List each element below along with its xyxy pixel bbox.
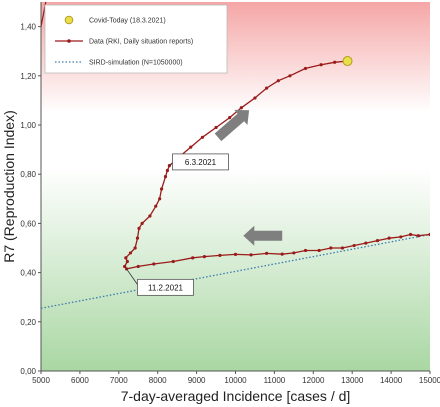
data-point [288,74,292,78]
data-point [140,221,144,225]
series-layer [41,2,430,309]
data-point [280,252,284,256]
data-point [319,63,323,67]
covid-today-marker [342,56,353,67]
x-tick-label: 12000 [302,376,325,385]
data-point [124,256,128,260]
data-point [200,135,205,139]
data-point [165,168,170,173]
trend-arrow [243,225,283,246]
data-point [416,234,420,238]
legend: Covid-Today (18.3.2021) Data (RKI, Daily … [44,4,228,74]
data-point [387,236,391,240]
x-tick-label: 13000 [341,376,364,385]
data-point [340,246,345,250]
data-point [218,253,222,257]
x-tick-label: 14000 [380,376,403,385]
data-point [303,66,308,71]
data-point [154,204,158,208]
data-point [191,256,195,260]
x-tick-label: 9000 [188,376,206,385]
data-point [265,251,269,256]
trend-arrow [214,109,250,142]
annotations-layer: 6.3.2021 11.2.2021 [126,109,283,296]
x-tick-label: 15000 [419,376,440,385]
y-tick-label: 1,20 [20,72,36,81]
legend-label-sird: SIRD-simulation (N=1050000) [89,60,183,67]
data-point [158,197,162,201]
axes: 0,00 0,20 0,40 0,60 0,80 1,00 1,20 1,40 5000 6000… [20,2,440,385]
data-point [133,246,137,250]
data-point [408,232,413,237]
data-point [249,253,253,257]
data-point [352,243,356,248]
data-point [399,235,403,239]
x-tick-label: 8000 [149,376,167,385]
data-point [137,226,141,230]
data-point [135,236,140,240]
y-tick-label: 1,00 [20,121,36,130]
x-tick-label: 7000 [110,376,128,385]
data-point [292,251,296,255]
data-point [265,86,269,90]
data-point [125,259,129,264]
y-tick-label: 0,60 [20,219,36,228]
legend-marker-covid-today [64,15,74,25]
legend-label-data: Data (RKI, Daily situation reports) [89,39,193,46]
data-point [329,246,333,250]
x-tick-label: 10000 [224,376,247,385]
data-point [148,214,152,218]
callout-label: 6.3.2021 [185,158,217,167]
data-point [428,232,430,237]
x-axis-label: 7-day-averaged Incidence [cases / d] [121,388,351,404]
y-tick-label: 0,40 [20,269,36,278]
data-point [189,145,193,149]
data-point [171,259,175,264]
data-point [375,239,380,243]
legend-label-covid-today: Covid-Today (18.3.2021) [89,18,166,25]
callout-box [137,278,194,296]
y-tick-label: 0,00 [20,367,36,376]
data-point [317,248,321,253]
data-point [136,264,140,269]
data-point [128,251,133,255]
data-point [163,175,168,179]
callout-label: 11.2.2021 [148,283,184,292]
x-tick-label: 11000 [264,376,286,385]
data-point [123,264,127,269]
data-point [303,248,308,253]
callout-box [172,153,229,171]
y-tick-label: 0,80 [20,170,36,179]
x-tick-label: 6000 [71,376,89,385]
data-point [159,187,164,191]
data-point [228,116,232,120]
data-point [253,96,257,100]
data-point [276,79,280,83]
data-point [233,252,238,256]
y-tick-label: 0,20 [20,318,36,327]
legend-box [44,4,228,74]
data-point [333,60,337,64]
data-point [239,106,243,110]
x-tick-label: 5000 [32,376,50,385]
data-point [214,125,218,130]
data-point [152,262,156,266]
series-sird-line [41,233,430,309]
y-tick-label: 1,40 [20,23,36,32]
legend-marker-data [67,39,71,43]
data-point [364,241,368,245]
y-axis-label: R7 (Reproduction Index) [1,110,17,263]
data-point [202,255,206,259]
